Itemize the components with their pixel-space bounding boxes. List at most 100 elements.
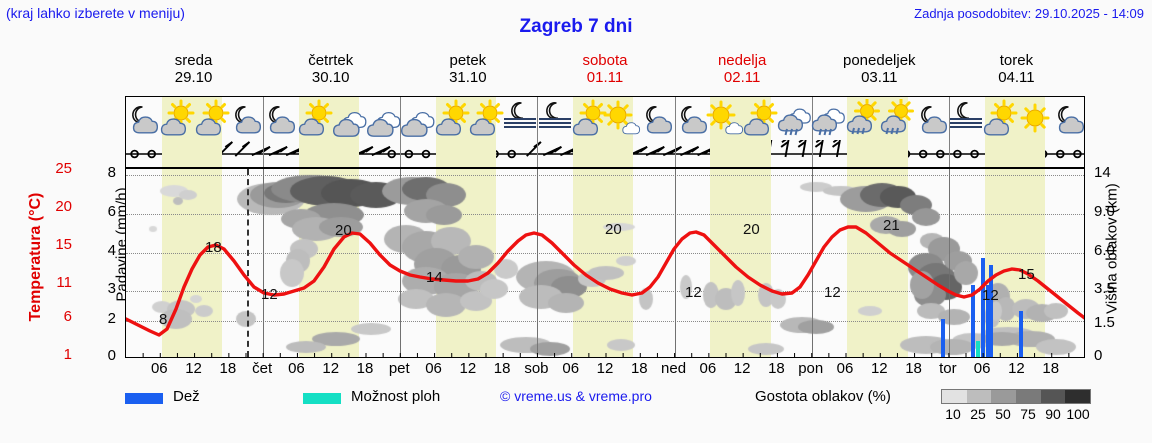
ramp-step-5: [1065, 390, 1091, 403]
day-separator: [948, 140, 950, 167]
ramp-label-50: 50: [995, 406, 1011, 422]
x-tick-10: 18: [493, 360, 511, 377]
cloud-density-legend-title: Gostota oblakov (%): [755, 388, 891, 405]
day-separator: [400, 169, 402, 357]
sun-cloud-icon: [980, 99, 1020, 139]
x-tick-17: 12: [733, 360, 751, 377]
daylight-band: [710, 140, 771, 167]
x-tick-8: 06: [425, 360, 442, 377]
day-separator: [263, 140, 265, 167]
x-tick-24: 06: [973, 360, 991, 377]
x-tick-6: 18: [356, 360, 374, 377]
x-tick-23: tor: [939, 360, 957, 377]
day-separator: [537, 140, 539, 167]
x-tick-3: čet: [252, 360, 273, 377]
ramp-step-4: [1040, 390, 1066, 403]
day-name: torek: [999, 52, 1034, 69]
sun-cloud-rain-icon: [877, 99, 917, 139]
sun-cloud-icon: [740, 99, 780, 139]
daylight-band: [298, 140, 360, 167]
cloud-rain-icon: [775, 99, 815, 139]
forecast-plot[interactable]: 81812201420122012211215714: [125, 168, 1085, 358]
sun-smallcloud-icon: [603, 99, 643, 139]
day-date: 01.11: [586, 69, 624, 86]
moon-cloud-icon: [912, 99, 952, 139]
temperature-value-label: 12: [685, 284, 702, 301]
daylight-band: [435, 140, 497, 167]
day-separator: [674, 140, 676, 167]
moon-cloud-icon: [672, 99, 712, 139]
sun-cloud-icon: [192, 99, 232, 139]
x-tick-12: 06: [562, 360, 580, 377]
moon-cloud-icon: [637, 99, 677, 139]
page-title: Zagreb 7 dni: [519, 16, 633, 37]
temperature-value-label: 21: [883, 217, 900, 234]
temperature-value-label: 12: [261, 286, 278, 303]
rain-bar: [1019, 311, 1023, 357]
shower-legend-swatch: [303, 393, 341, 404]
prec-tick-2: 2: [107, 310, 116, 327]
day-separator: [674, 97, 676, 140]
temperature-value-label: 12: [982, 287, 999, 304]
ramp-label-90: 90: [1045, 406, 1061, 422]
ramp-step-2: [991, 390, 1017, 403]
copyright-text[interactable]: © vreme.us & vreme.pro: [500, 388, 652, 404]
day-separator: [537, 97, 539, 140]
rain-legend-swatch: [125, 393, 163, 404]
moon-cloud-icon: [126, 99, 163, 139]
ramp-step-3: [1016, 390, 1041, 403]
temperature-value-label: 14: [426, 269, 443, 286]
sun-icon: [1015, 99, 1055, 139]
day-separator: [400, 140, 402, 167]
wind-barb-strip: [125, 140, 1085, 168]
rain-bar: [986, 285, 990, 357]
x-tick-14: 18: [630, 360, 648, 377]
rain-bar: [989, 265, 993, 357]
day-header-sreda: sreda 29.10: [126, 52, 262, 86]
sun-cloud-icon: [466, 99, 506, 139]
day-date: 30.10: [311, 69, 350, 86]
day-name: sreda: [174, 52, 213, 69]
temperature-line: [126, 225, 1084, 337]
x-tick-18: 18: [768, 360, 785, 377]
temperature-value-label: 20: [335, 222, 352, 239]
day-date: 02.11: [723, 69, 761, 86]
cloudh-tick-0: 0: [1094, 347, 1103, 364]
day-separator: [948, 169, 950, 357]
temperature-value-label: 12: [824, 284, 841, 301]
x-tick-2: 18: [219, 360, 237, 377]
day-header-torek: torek 04.11: [948, 52, 1084, 86]
temp-tick-25: 25: [55, 160, 72, 177]
x-tick-11: sob: [524, 360, 549, 377]
moon-mist-icon: [946, 99, 986, 139]
x-tick-15: ned: [661, 360, 687, 377]
day-name: petek: [449, 52, 487, 69]
x-tick-0: 06: [150, 360, 168, 377]
cloud-icon: [329, 99, 369, 139]
prec-tick-8: 8: [107, 164, 116, 181]
ramp-label-100: 100: [1066, 406, 1090, 422]
x-tick-7: pet: [388, 360, 410, 377]
daylight-band: [573, 140, 634, 167]
cloud-rain-icon: [809, 99, 849, 139]
x-tick-4: 06: [288, 360, 305, 377]
chart-legend: Dež Možnost ploh © vreme.us & vreme.pro …: [125, 388, 1145, 434]
cloud-density-raster: [126, 169, 1084, 357]
temp-tick-1: 1: [63, 346, 72, 363]
day-separator: [811, 169, 813, 357]
daylight-band: [161, 140, 222, 167]
temp-tick-6: 6: [63, 308, 72, 325]
daylight-band: [984, 140, 1045, 167]
location-menu-note: (kraj lahko izberete v meniju): [6, 5, 185, 21]
weather-icon-strip: [125, 96, 1085, 140]
x-tick-25: 12: [1008, 360, 1025, 377]
day-date: 03.11: [861, 69, 898, 86]
cloudh-tick-6.0: 6.0: [1094, 242, 1115, 259]
cloudh-tick-9.0: 9.0: [1094, 203, 1115, 220]
cloud-icon: [363, 99, 403, 139]
x-tick-21: 12: [870, 360, 888, 377]
cloudh-tick-14: 14: [1094, 164, 1111, 181]
day-header-sobota: sobota 01.11: [537, 52, 673, 86]
day-header-četrtek: četrtek 30.10: [263, 52, 399, 86]
temperature-value-label: 18: [205, 239, 222, 256]
